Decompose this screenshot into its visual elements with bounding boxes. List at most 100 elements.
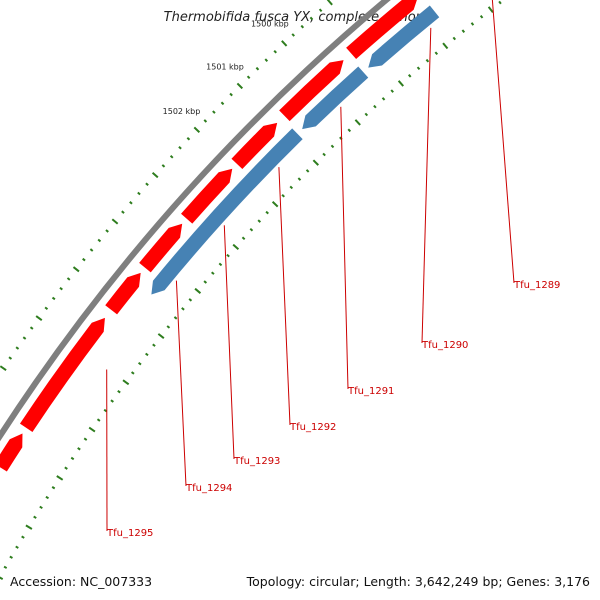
gene-leader-line — [340, 106, 349, 390]
ruler-tick — [66, 277, 71, 281]
gene-leader-line — [223, 225, 235, 460]
ruler-tick — [452, 36, 457, 41]
ruler-tick — [226, 253, 230, 258]
ruler-tick — [203, 280, 208, 284]
ruler-tick — [246, 75, 251, 80]
ruler-tick — [241, 236, 246, 241]
ruler-tick — [264, 58, 269, 62]
ruler-tick — [45, 495, 50, 500]
ruler-tick — [122, 379, 130, 386]
ruler-tick — [105, 229, 109, 233]
ruler-tick — [117, 389, 121, 394]
ruler-tick — [281, 194, 285, 198]
ruler-tick — [39, 505, 43, 510]
ruler-tick — [249, 227, 254, 232]
ruler-tick — [25, 524, 33, 530]
ruler-tick — [186, 137, 191, 141]
ruler-tick — [381, 97, 386, 101]
forward-cds-arrow — [231, 122, 278, 170]
reverse-features — [151, 5, 440, 295]
ruler-tick — [173, 316, 178, 320]
ruler-tick — [166, 325, 171, 329]
forward-cds-arrow — [181, 168, 233, 224]
ruler-tick — [15, 346, 20, 350]
forward-cds-arrow — [346, 0, 417, 59]
ruler-tick — [70, 456, 75, 461]
ruler-tick — [129, 201, 133, 205]
ruler-tick — [470, 22, 475, 26]
ruler-tick — [8, 356, 13, 360]
ruler-tick — [364, 112, 369, 117]
ruler-tick — [72, 266, 80, 273]
ruler-tick — [318, 8, 323, 13]
ruler-tick — [220, 101, 225, 106]
ruler-tick — [211, 271, 215, 275]
ruler-tick — [218, 262, 223, 267]
ruler-tick — [0, 576, 4, 581]
ruler-tick — [229, 92, 233, 97]
forward-cds-arrow — [139, 223, 183, 273]
ruler-tick — [121, 210, 125, 214]
ruler-tick — [137, 361, 142, 366]
ruler-tick — [289, 185, 294, 190]
genome-backbone — [0, 0, 391, 442]
ruler-tick — [498, 0, 502, 5]
ruler-tick — [181, 307, 185, 311]
ruler-tick — [9, 555, 13, 559]
ruler-tick — [33, 515, 37, 519]
ruler-tick — [479, 14, 484, 19]
ruler-tick — [161, 164, 166, 168]
gene-label: Tfu_1293 — [233, 456, 280, 467]
ruler-tick — [178, 146, 182, 150]
ruler-tick — [77, 447, 81, 451]
ruler-tick — [0, 365, 7, 371]
ruler-tick — [203, 119, 208, 123]
ruler-tick — [22, 336, 27, 340]
ruler-tick — [265, 210, 269, 215]
gene-label: Tfu_1289 — [513, 280, 560, 291]
forward-features — [0, 0, 417, 472]
ruler-tick — [354, 119, 361, 126]
ruler-tick — [373, 104, 377, 109]
ruler-tick — [145, 182, 149, 186]
reverse-cds-arrow — [151, 128, 303, 295]
ruler-tick — [111, 218, 119, 225]
ruler-tick — [212, 110, 216, 114]
ruler-tick — [103, 408, 108, 413]
ruler-tick — [194, 287, 202, 294]
ruler-tick — [271, 201, 279, 208]
ruler-tick — [312, 159, 320, 166]
ruler-tick — [151, 171, 159, 179]
ruler-label: 1500 kbp — [251, 20, 289, 29]
ruler-tick — [157, 333, 165, 340]
ruler-tick — [29, 326, 34, 330]
ruler-tick — [322, 152, 326, 157]
ruler-tick — [425, 58, 430, 63]
ruler-tick — [326, 0, 333, 6]
accession-text: Accession: NC_007333 — [10, 574, 153, 589]
ruler-tick — [487, 6, 494, 14]
ruler-tick — [232, 243, 240, 251]
ruler-tick — [35, 315, 43, 322]
ruler-tick — [193, 126, 201, 133]
ruler-tick — [397, 80, 404, 87]
ruler-tick — [461, 29, 466, 33]
forward-cds-arrow — [19, 317, 105, 432]
gene-label: Tfu_1294 — [185, 483, 232, 494]
ruler-tick — [434, 51, 439, 56]
ruler-tick — [96, 418, 101, 422]
ruler-tick — [188, 298, 193, 302]
ruler-tick — [281, 40, 288, 47]
gene-leader-line — [278, 167, 291, 426]
ruler-tick — [300, 24, 305, 29]
ruler-tick — [442, 42, 449, 50]
ruler-label: 1501 kbp — [206, 63, 244, 72]
ruler-tick — [88, 426, 96, 433]
ruler-tick — [330, 144, 335, 149]
ruler-tick — [56, 475, 64, 481]
ruler-tick — [145, 352, 149, 357]
ruler-tick — [51, 486, 56, 490]
gene-labels: Tfu_1289 Tfu_1290 Tfu_1291 Tfu_1292 Tfu_1293… — [106, 0, 560, 539]
ruler-tick — [347, 128, 352, 133]
